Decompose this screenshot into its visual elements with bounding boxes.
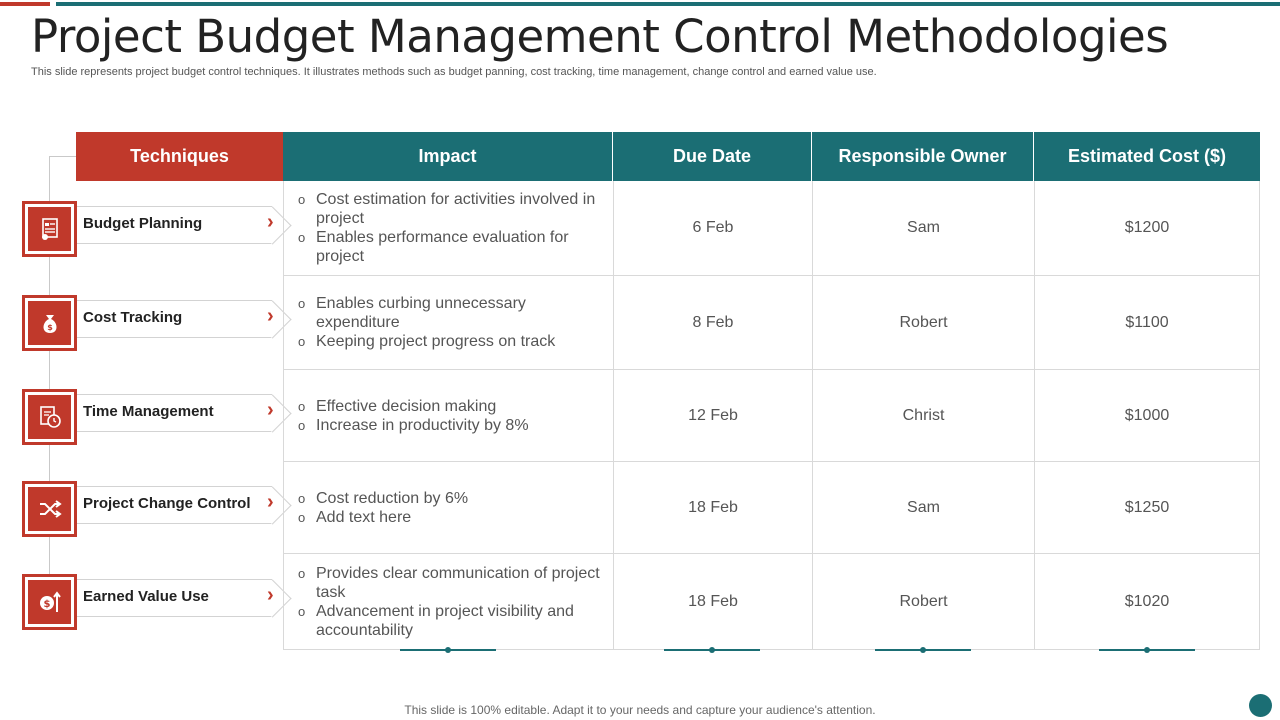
table-row: Enables curbing unnecessary expenditure … (283, 276, 1260, 370)
table-row: Cost estimation for activities involved … (283, 181, 1260, 276)
technique-label: Budget Planning (83, 215, 203, 232)
cost-cell: $1100 (1034, 276, 1260, 369)
owner-cell: Robert (812, 554, 1034, 649)
cost-header: Estimated Cost ($) (1067, 146, 1227, 166)
table-row: Cost reduction by 6% Add text here 18 Fe… (283, 462, 1260, 554)
impact-cell: Effective decision making Increase in pr… (283, 370, 613, 461)
connector-stub (49, 156, 76, 157)
underline-dot (709, 647, 715, 653)
cost-cell: $1200 (1034, 181, 1260, 275)
chevron-right-icon: › (267, 305, 274, 327)
cost-cell: $1020 (1034, 554, 1260, 649)
impact-bullet: Enables performance evaluation for proje… (298, 228, 601, 266)
cost-cell: $1000 (1034, 370, 1260, 461)
owner-cell: Christ (812, 370, 1034, 461)
impact-bullet: Keeping project progress on track (298, 332, 601, 351)
technique-item: $ Cost Tracking › (22, 295, 284, 351)
technique-item: Budget Planning › (22, 201, 284, 257)
impact-bullet: Advancement in project visibility and ac… (298, 602, 601, 640)
dollar-growth-icon: $ (28, 580, 71, 624)
technique-label: Cost Tracking (83, 309, 183, 326)
connector-line (49, 156, 50, 602)
underline-dot (920, 647, 926, 653)
techniques-header: Techniques (76, 132, 283, 181)
chevron-right-icon: › (267, 211, 274, 233)
due-date-cell: 6 Feb (613, 181, 812, 275)
due-date-cell: 18 Feb (613, 554, 812, 649)
impact-bullet: Add text here (298, 508, 468, 527)
owner-cell: Robert (812, 276, 1034, 369)
technique-item: Time Management › (22, 389, 284, 445)
impact-cell: Cost estimation for activities involved … (283, 181, 613, 275)
table-row: Effective decision making Increase in pr… (283, 370, 1260, 462)
shuffle-icon (28, 487, 71, 531)
technique-label: Project Change Control (83, 495, 251, 512)
impact-bullet: Increase in productivity by 8% (298, 416, 529, 435)
technique-label: Time Management (83, 403, 214, 420)
technique-label: Earned Value Use (83, 588, 209, 605)
slide-title: Project Budget Management Control Method… (31, 10, 1169, 63)
svg-text:$: $ (47, 323, 53, 332)
chevron-right-icon: › (267, 584, 274, 606)
underline-dot (445, 647, 451, 653)
impact-bullet: Provides clear communication of project … (298, 564, 601, 602)
top-accent-bar-red (0, 2, 50, 6)
chevron-right-icon: › (267, 399, 274, 421)
owner-header: Responsible Owner (812, 132, 1034, 181)
cost-cell: $1250 (1034, 462, 1260, 553)
underline-dot (1144, 647, 1150, 653)
top-accent-bar-teal (56, 2, 1280, 6)
impact-bullet: Effective decision making (298, 397, 529, 416)
technique-item: $ Earned Value Use › (22, 574, 284, 630)
impact-bullet: Cost reduction by 6% (298, 489, 468, 508)
owner-cell: Sam (812, 462, 1034, 553)
due-date-cell: 18 Feb (613, 462, 812, 553)
corner-dot (1249, 694, 1272, 717)
slide-subtitle: This slide represents project budget con… (31, 66, 877, 78)
impact-cell: Enables curbing unnecessary expenditure … (283, 276, 613, 369)
budget-report-icon (28, 207, 71, 251)
table-header: Impact Due Date Responsible Owner Estima… (283, 132, 1260, 181)
owner-cell: Sam (812, 181, 1034, 275)
due-date-cell: 8 Feb (613, 276, 812, 369)
due-date-header: Due Date (613, 132, 812, 181)
impact-header: Impact (283, 132, 613, 181)
document-clock-icon (28, 395, 71, 439)
impact-cell: Cost reduction by 6% Add text here (283, 462, 613, 553)
money-bag-icon: $ (28, 301, 71, 345)
impact-bullet: Enables curbing unnecessary expenditure (298, 294, 601, 332)
technique-item: Project Change Control › (22, 481, 284, 537)
impact-cell: Provides clear communication of project … (283, 554, 613, 649)
due-date-cell: 12 Feb (613, 370, 812, 461)
methodology-table: Impact Due Date Responsible Owner Estima… (283, 132, 1260, 650)
table-row: Provides clear communication of project … (283, 554, 1260, 650)
chevron-right-icon: › (267, 491, 274, 513)
svg-text:$: $ (43, 599, 50, 610)
slide-footer: This slide is 100% editable. Adapt it to… (404, 703, 876, 717)
impact-bullet: Cost estimation for activities involved … (298, 190, 601, 228)
